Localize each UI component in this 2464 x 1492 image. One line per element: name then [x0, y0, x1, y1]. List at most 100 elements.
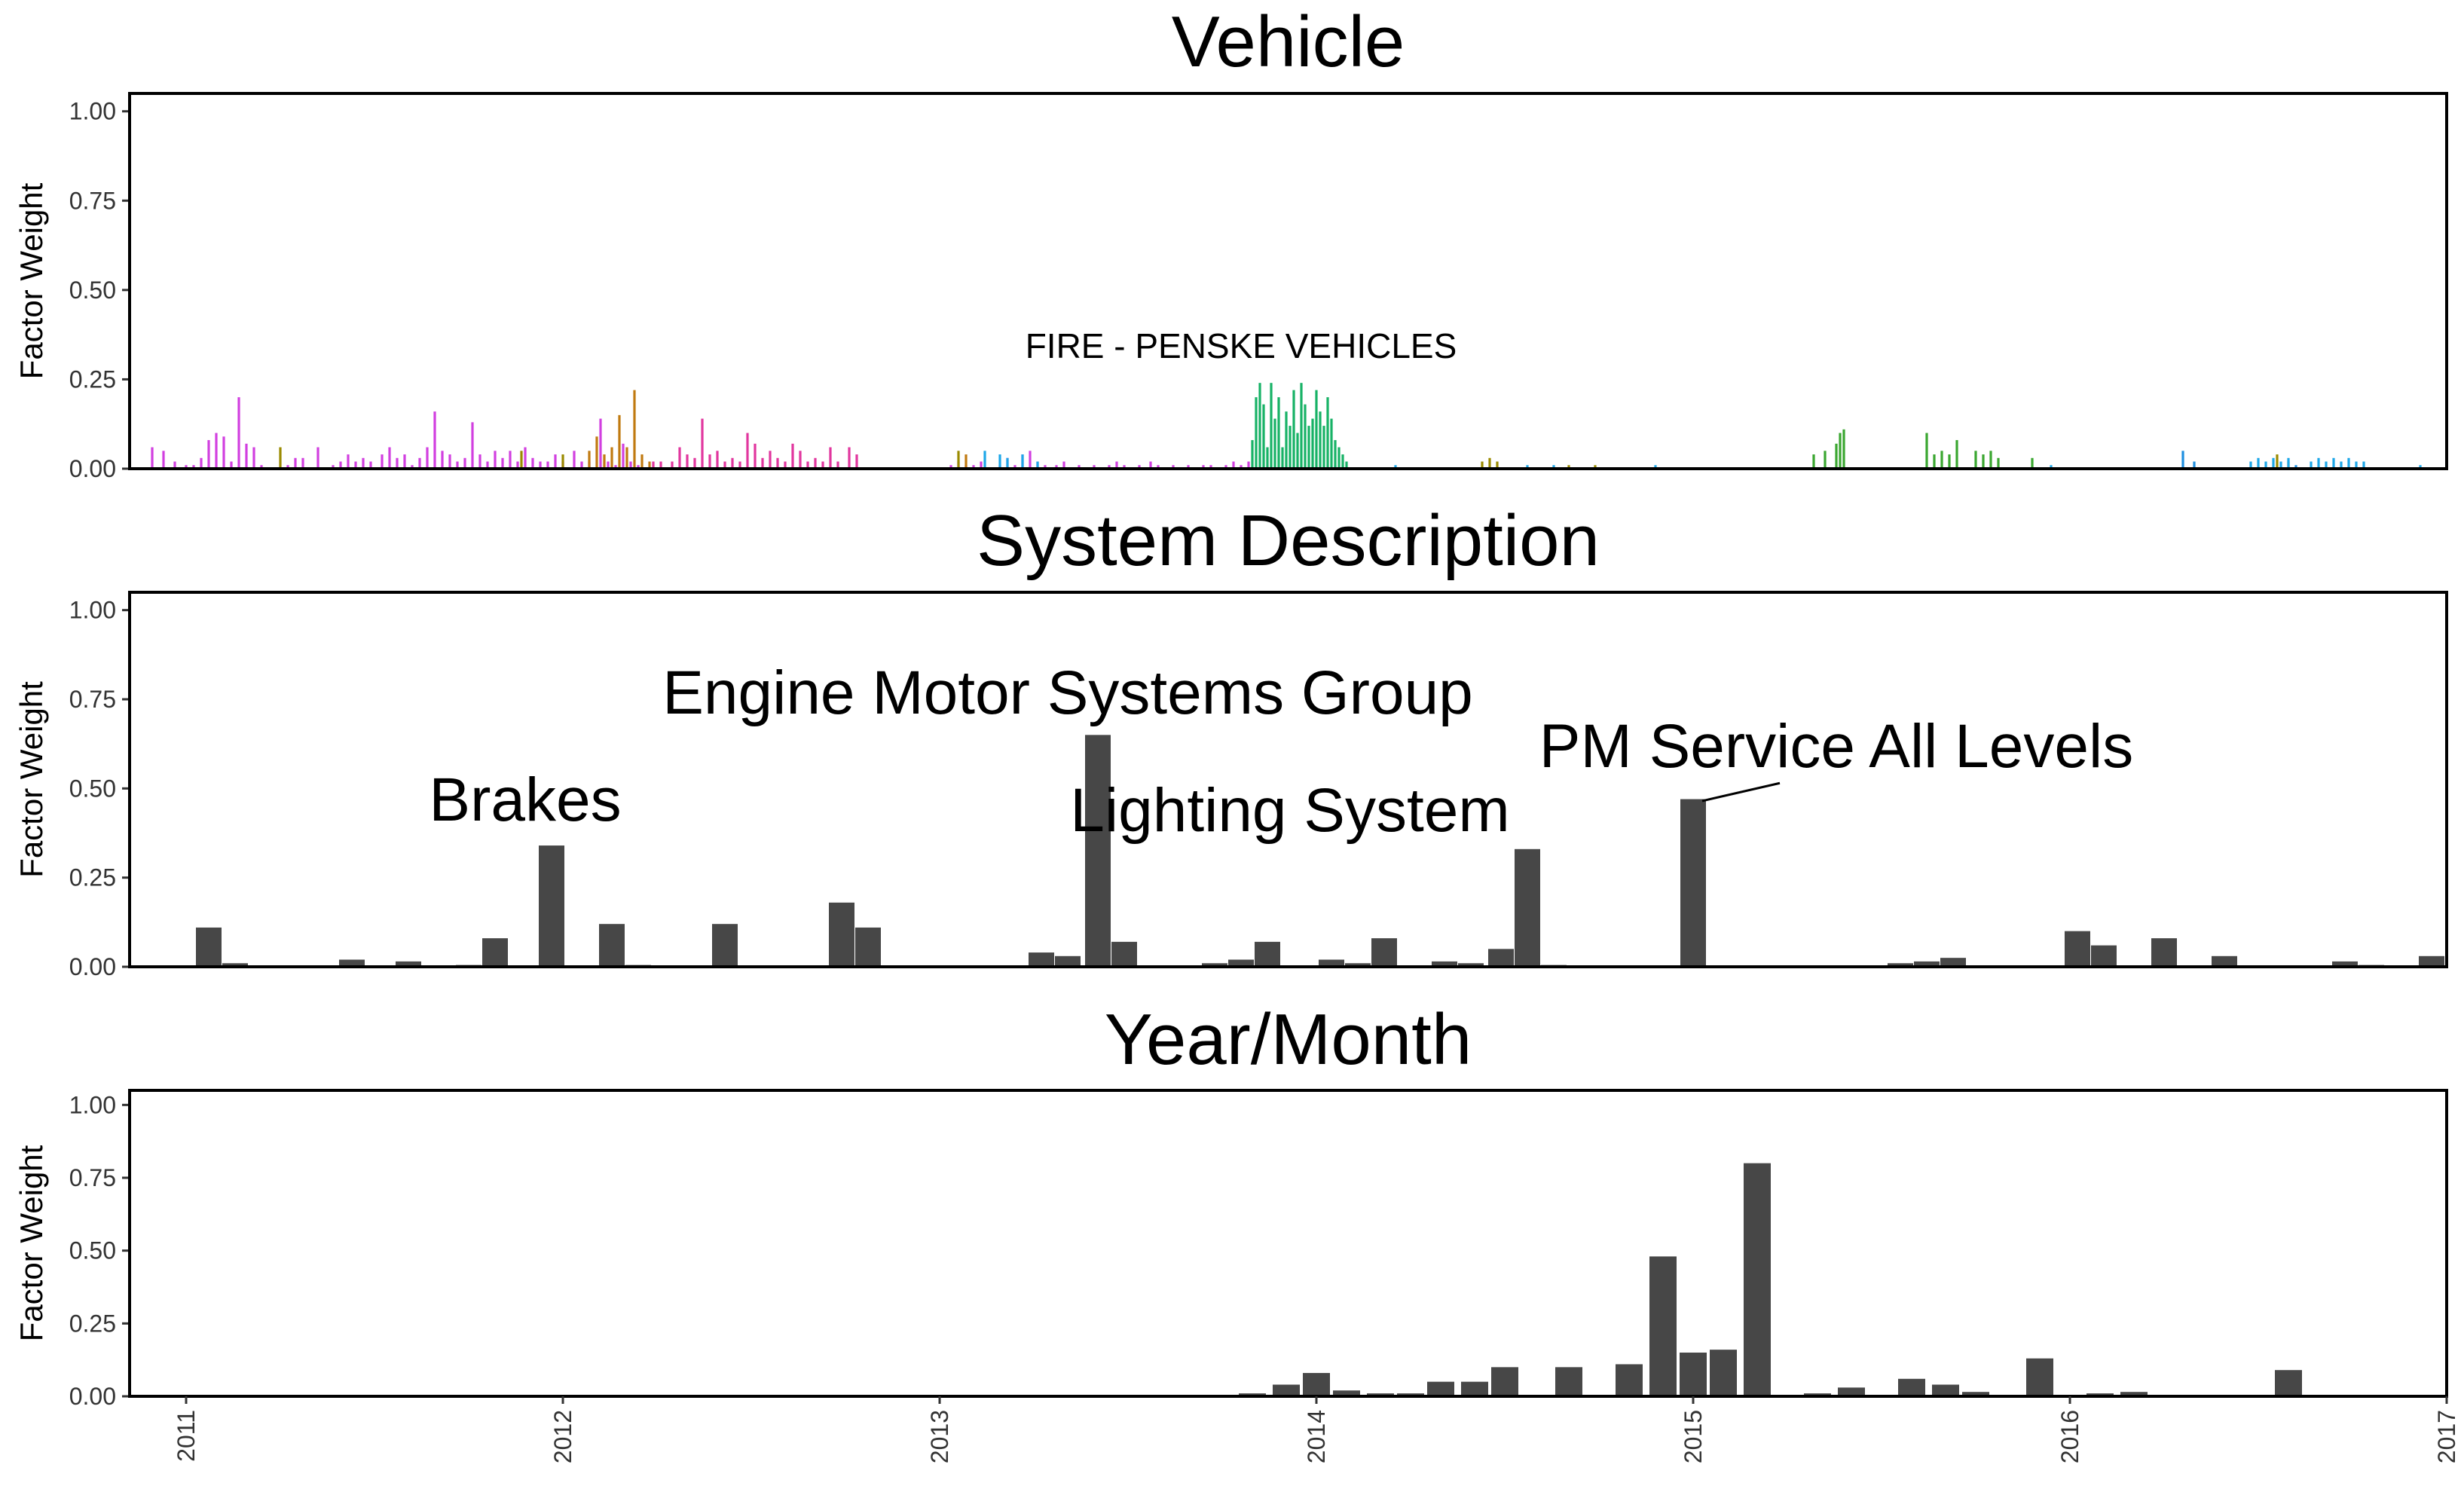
- bar-series-0: [980, 461, 983, 469]
- y-tick-label: 0.25: [69, 365, 116, 393]
- bar-series-6: [1835, 443, 1838, 469]
- bar-series-5: [1296, 433, 1299, 469]
- bar-series-1: [784, 461, 787, 469]
- bar-series-0: [347, 454, 350, 469]
- bar-series-0: [245, 443, 248, 469]
- panel-frame: [128, 591, 2448, 968]
- bar-series-5: [1337, 447, 1341, 469]
- bar: [1333, 1390, 1360, 1396]
- bar-series-6: [1989, 451, 1992, 469]
- panel-frame: [128, 92, 2448, 470]
- annotation-engine-motor-systems-group: Engine Motor Systems Group: [662, 659, 1473, 727]
- bar: [1649, 1256, 1677, 1396]
- x-tick-label: 2017: [2433, 1410, 2460, 1463]
- bar-series-0: [599, 418, 602, 469]
- bar: [2419, 955, 2444, 967]
- bar-series-7: [2294, 465, 2297, 469]
- bar-series-1: [731, 457, 734, 469]
- bar-series-5: [1315, 390, 1318, 469]
- bar-series-6: [1955, 440, 1958, 469]
- bar-series-0: [614, 465, 617, 469]
- bar: [396, 961, 421, 967]
- bar-series-3: [595, 436, 598, 469]
- bar-series-0: [162, 451, 165, 469]
- bar-series-0: [1123, 465, 1126, 469]
- x-tick-label: 2011: [173, 1410, 200, 1462]
- bar: [1914, 961, 1940, 967]
- bar-series-0: [1078, 465, 1081, 469]
- bar-series-5: [1345, 461, 1348, 469]
- x-tick-label: 2013: [926, 1410, 953, 1463]
- bar-series-4: [2325, 461, 2328, 469]
- year-month-panel: Year/Month 0.00 0.25 0.50 0.75 1.00 Factor Wei…: [14, 999, 2448, 1410]
- bar-series-2: [1567, 465, 1570, 469]
- bar-series-4: [2317, 457, 2320, 469]
- bar-series-0: [252, 447, 255, 469]
- x-axis: 2011 2012 2013 2014 2015 2016 2017: [173, 1396, 2460, 1463]
- bar-series-3: [625, 447, 628, 469]
- panel-frame: [128, 1089, 2448, 1398]
- bar-series-3: [965, 454, 968, 469]
- bar-series-5: [1281, 447, 1284, 469]
- bar-series-4: [2264, 461, 2267, 469]
- bar-series-0: [1029, 451, 1032, 469]
- bar-series-0: [1172, 465, 1175, 469]
- bar-series-4: [2362, 461, 2365, 469]
- bar-series-3: [640, 454, 644, 469]
- bar-series-0: [192, 465, 195, 469]
- bar: [1228, 959, 1254, 967]
- bar-series-7: [2193, 461, 2196, 469]
- bar: [1940, 958, 1966, 967]
- bar-series-2: [1488, 457, 1491, 469]
- bar: [1744, 1163, 1771, 1396]
- bar-series-1: [776, 457, 779, 469]
- bar-series-5: [1334, 440, 1337, 469]
- bar-series-0: [362, 457, 365, 469]
- bar: [599, 924, 625, 967]
- bar: [1962, 1392, 1989, 1396]
- bar: [1273, 1384, 1300, 1396]
- bar-series-6: [1940, 451, 1943, 469]
- bar-series-1: [671, 461, 674, 469]
- y-tick-label: 0.75: [69, 686, 116, 713]
- bar-series-0: [354, 461, 357, 469]
- bar-series-0: [200, 457, 203, 469]
- bar-series-4: [1526, 465, 1529, 469]
- bar: [1085, 735, 1111, 967]
- bar-series-6: [1925, 433, 1928, 469]
- bar-series-4: [2257, 457, 2260, 469]
- bar-series-0: [332, 465, 335, 469]
- bar-series-5: [1270, 383, 1273, 469]
- x-tick-label: 2012: [549, 1410, 576, 1463]
- bar: [1319, 959, 1344, 967]
- bar-series-0: [339, 461, 342, 469]
- bar: [1680, 799, 1706, 967]
- bar: [1932, 1384, 1959, 1396]
- y-axis-label: Factor Weight: [14, 681, 49, 878]
- bar-series-1: [836, 461, 839, 469]
- bar-series-3: [588, 451, 591, 469]
- bar: [2026, 1358, 2053, 1396]
- bar: [1111, 941, 1137, 967]
- bar-series-0: [478, 454, 481, 469]
- bar: [1371, 938, 1397, 967]
- bar-series-5: [1289, 426, 1292, 469]
- bar-series-1: [754, 443, 757, 469]
- bar: [1345, 963, 1371, 967]
- y-tick-label: 1.00: [69, 597, 116, 624]
- bar-series-6: [2031, 457, 2034, 469]
- bar: [1458, 963, 1484, 967]
- bar: [482, 938, 508, 967]
- bar-series-0: [441, 451, 444, 469]
- bar: [1838, 1387, 1865, 1396]
- y-tick-label: 0.50: [69, 775, 116, 802]
- bar-series-5: [1262, 404, 1265, 469]
- bar: [829, 902, 854, 967]
- bar-series-0: [573, 451, 576, 469]
- x-tick-label: 2016: [2056, 1410, 2083, 1463]
- bar-series-1: [761, 457, 764, 469]
- bar-series-5: [1266, 447, 1269, 469]
- bar-series-0: [403, 454, 406, 469]
- bar-series-5: [1341, 454, 1344, 469]
- bar-series-0: [396, 457, 399, 469]
